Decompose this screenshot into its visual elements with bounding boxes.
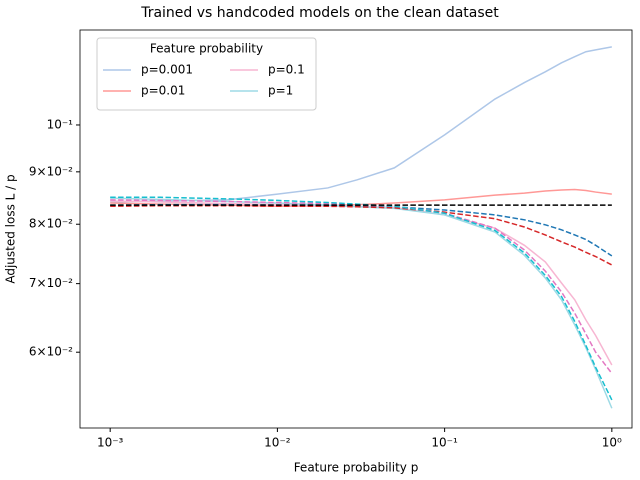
series-line	[110, 46, 612, 203]
y-axis-label: Adjusted loss L / p	[4, 174, 18, 283]
x-axis-label: Feature probability p	[294, 461, 419, 475]
chart-title: Trained vs handcoded models on the clean…	[140, 5, 499, 21]
legend-label: p=0.1	[268, 63, 305, 77]
legend-label: p=1	[268, 84, 293, 98]
legend-title: Feature probability	[150, 42, 263, 56]
series-line	[110, 200, 613, 366]
x-tick-label: 10⁰	[602, 436, 622, 450]
legend-label: p=0.001	[141, 63, 193, 77]
series-line	[110, 197, 613, 409]
x-tick-label: 10⁻³	[97, 436, 124, 450]
series-line	[110, 196, 613, 401]
y-tick-label: 7×10⁻²	[29, 276, 73, 290]
series-line	[110, 204, 613, 266]
series-line	[110, 188, 612, 208]
y-tick-label: 9×10⁻²	[29, 164, 73, 178]
y-tick-label: 10⁻¹	[47, 117, 74, 131]
legend-label: p=0.01	[141, 84, 185, 98]
series-line	[110, 203, 613, 257]
x-tick-label: 10⁻²	[264, 436, 291, 450]
legend-box	[96, 37, 317, 111]
y-tick-label: 6×10⁻²	[29, 345, 73, 359]
x-tick-label: 10⁻¹	[431, 436, 458, 450]
y-tick-label: 8×10⁻²	[29, 217, 73, 231]
series-line	[110, 199, 613, 374]
plot-frame	[79, 29, 633, 429]
